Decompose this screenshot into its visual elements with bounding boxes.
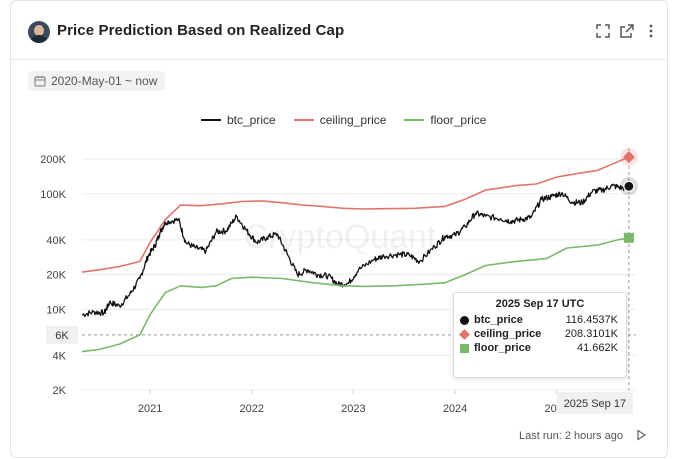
legend-ceiling-price[interactable]: ceiling_price <box>293 113 387 127</box>
y-tick-label: 40K <box>46 235 66 247</box>
tooltip-value: 116.4537K <box>565 314 618 326</box>
chart-legend: btc_price ceiling_price floor_price <box>201 113 486 127</box>
tooltip-date: 2025 Sep 17 UTC <box>495 298 585 310</box>
date-range-filter[interactable]: 2020-May-01 ~ now <box>28 71 166 91</box>
y-tick-label: 20K <box>46 270 66 282</box>
crosshair-y-label: 6K <box>55 330 69 342</box>
legend-floor-price[interactable]: floor_price <box>404 113 486 127</box>
crosshair-x-label: 2025 Sep 17 <box>564 398 626 410</box>
page-title: Price Prediction Based on Realized Cap <box>57 22 345 39</box>
y-tick-label: 4K <box>53 350 67 362</box>
ceiling-price-marker <box>622 151 635 164</box>
series-line-ceiling-price <box>81 156 630 273</box>
legend-btc-price[interactable]: btc_price <box>201 113 276 127</box>
floor-price-marker <box>623 232 634 243</box>
play-icon[interactable] <box>635 429 647 444</box>
tooltip-name: floor_price <box>474 342 531 354</box>
series-line-floor-price <box>81 237 630 353</box>
legend-label: floor_price <box>430 113 487 127</box>
tooltip-row-btc: btc_price 116.4537K <box>460 314 618 328</box>
x-tick-label: 2024 <box>443 403 467 415</box>
series-line-btc-price <box>81 183 630 318</box>
more-icon[interactable] <box>643 23 659 39</box>
legend-label: ceiling_price <box>319 113 387 127</box>
y-tick-label: 2K <box>53 385 67 397</box>
x-tick-label: 2023 <box>341 403 365 415</box>
y-tick-label: 100K <box>40 189 66 201</box>
open-external-icon[interactable] <box>619 23 635 39</box>
watermark: CryptoQuant <box>244 218 437 256</box>
date-range-label: 2020-May-01 ~ now <box>51 74 158 88</box>
tooltip-name: ceiling_price <box>474 328 542 340</box>
author-avatar <box>28 21 50 43</box>
legend-label: btc_price <box>227 113 276 127</box>
x-tick-label: 2021 <box>138 403 162 415</box>
tooltip-value: 208.3101K <box>564 328 618 340</box>
tooltip-row-floor: floor_price 41.662K <box>460 342 618 356</box>
crosshair-x-label-box <box>556 392 633 414</box>
chart-card: Price Prediction Based on Realized Cap 2… <box>10 0 668 458</box>
tooltip-row-ceiling: ceiling_price 208.3101K <box>459 328 618 342</box>
data-tooltip: 2025 Sep 17 UTC btc_price 116.4537K ceil… <box>453 292 627 378</box>
last-run-status: Last run: 2 hours ago <box>519 430 623 442</box>
x-tick-label: 2022 <box>240 403 264 415</box>
card-header: Price Prediction Based on Realized Cap <box>11 1 667 60</box>
tooltip-value: 41.662K <box>577 342 618 354</box>
btc-price-marker <box>623 180 635 192</box>
expand-icon[interactable] <box>595 23 611 39</box>
y-tick-label: 10K <box>46 304 66 316</box>
y-tick-label: 200K <box>40 154 66 166</box>
calendar-icon <box>34 76 46 87</box>
crosshair-y-label-box <box>46 325 78 344</box>
tooltip-name: btc_price <box>474 314 523 326</box>
